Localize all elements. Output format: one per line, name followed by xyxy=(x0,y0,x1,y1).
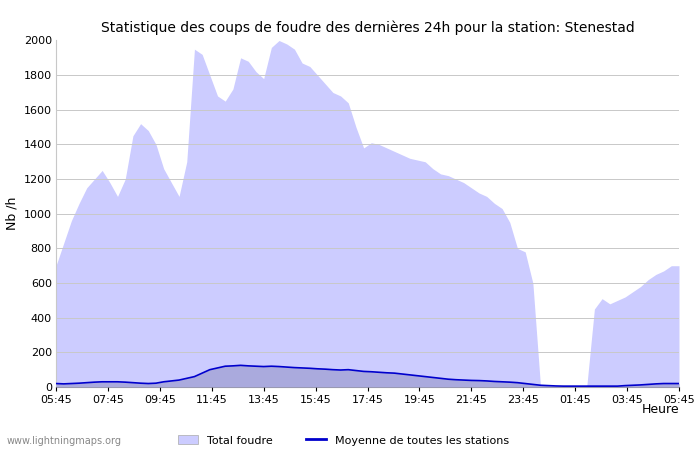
Text: Heure: Heure xyxy=(641,403,679,416)
Title: Statistique des coups de foudre des dernières 24h pour la station: Stenestad: Statistique des coups de foudre des dern… xyxy=(101,21,634,35)
Text: www.lightningmaps.org: www.lightningmaps.org xyxy=(7,436,122,446)
Y-axis label: Nb /h: Nb /h xyxy=(5,197,18,230)
